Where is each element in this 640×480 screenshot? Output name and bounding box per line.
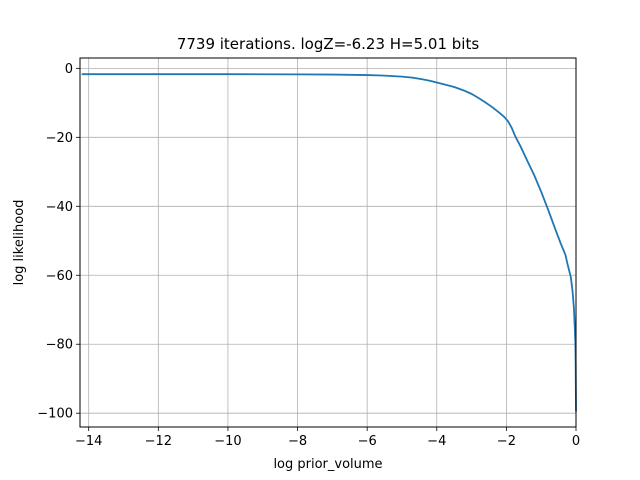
y-tick-label: −20 [46, 131, 73, 146]
x-tick-label: −2 [497, 434, 516, 449]
x-tick-label: −12 [145, 434, 172, 449]
x-tick-label: −14 [75, 434, 102, 449]
x-tick-label: −6 [358, 434, 377, 449]
y-tick-label: −80 [46, 338, 73, 353]
chart-title: 7739 iterations. logZ=-6.23 H=5.01 bits [177, 35, 480, 53]
y-tick-label: 0 [65, 62, 73, 77]
ticks: −14 −12 −10 −8 −6 −4 −2 00−20−40−60−80−100 [37, 62, 580, 449]
plot-frame [79, 57, 577, 428]
x-axis-label: log prior_volume [273, 457, 382, 472]
y-tick-label: −40 [46, 200, 73, 215]
x-tick-label: −4 [427, 434, 446, 449]
y-axis-label: log likelihood [12, 200, 27, 286]
grid [80, 58, 577, 427]
y-tick-label: −60 [46, 269, 73, 284]
series-layer [81, 73, 577, 412]
series-line-0 [81, 73, 577, 412]
y-tick-label: −100 [37, 407, 73, 422]
x-tick-label: −8 [288, 434, 307, 449]
x-tick-label: 0 [572, 434, 580, 449]
x-tick-label: −10 [214, 434, 241, 449]
